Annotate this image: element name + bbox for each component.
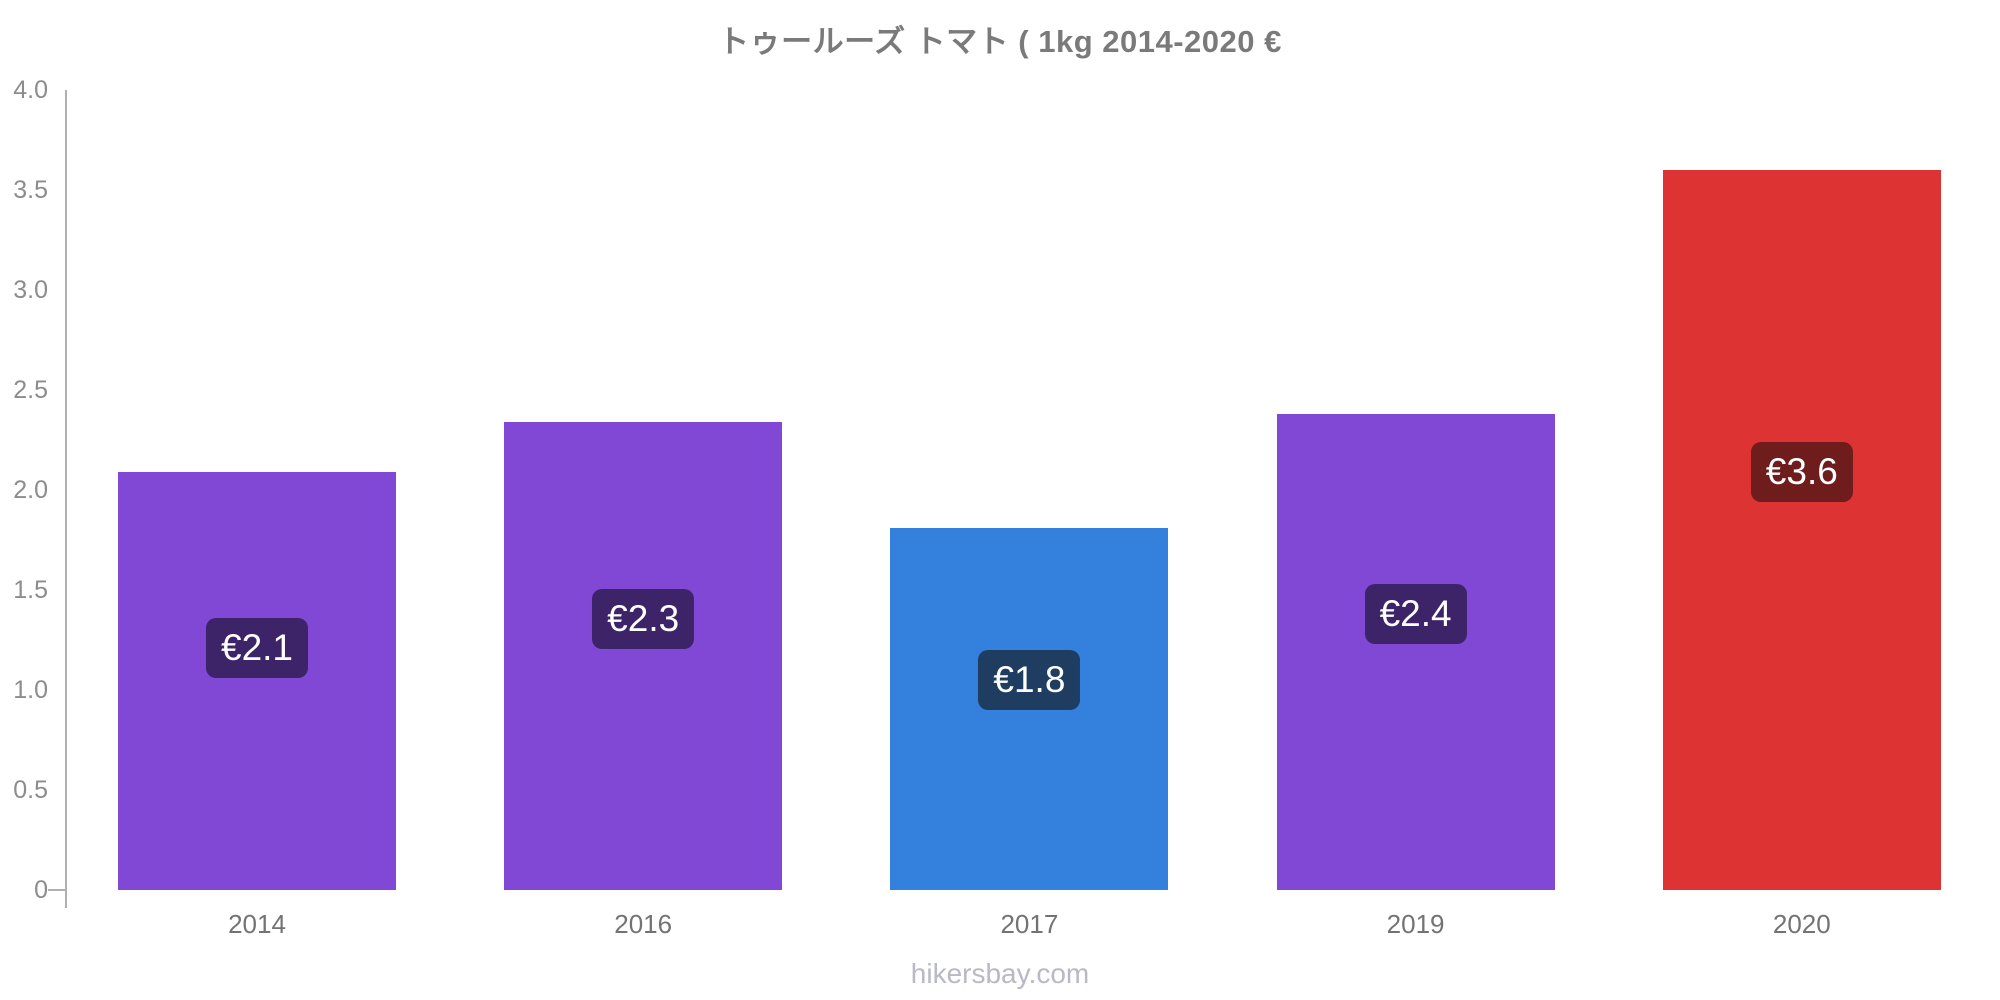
y-tick-label-3.5: 3.5 xyxy=(13,176,48,204)
bar-2016[interactable] xyxy=(504,422,783,890)
y-tick-label-0.5: 0.5 xyxy=(13,776,48,804)
chart-title: トゥールーズ トマト ( 1kg 2014-2020 € xyxy=(718,24,1282,59)
bar-2014[interactable] xyxy=(118,472,396,890)
y-tick-label-3.0: 3.0 xyxy=(13,276,48,304)
bar-2019[interactable] xyxy=(1276,414,1555,890)
y-tick-label-2.0: 2.0 xyxy=(13,476,48,504)
x-tick-label-2016: 2016 xyxy=(614,909,673,939)
x-tick-label-2014: 2014 xyxy=(228,909,286,939)
x-tick-label-2020: 2020 xyxy=(1772,909,1831,939)
bar-value-badge-2020: €3.6 xyxy=(1750,442,1853,503)
y-axis-zero-tick xyxy=(48,889,65,891)
bar-value-badge-2014: €2.1 xyxy=(205,617,309,678)
y-tick-label-1.5: 1.5 xyxy=(13,576,48,604)
y-tick-label-0: 0 xyxy=(34,876,48,904)
y-axis-line xyxy=(65,90,67,908)
x-tick-label-2017: 2017 xyxy=(1000,909,1059,939)
x-tick-label-2019: 2019 xyxy=(1386,909,1445,939)
bar-value-badge-2019: €2.4 xyxy=(1364,583,1467,644)
y-tick-label-4.0: 4.0 xyxy=(13,76,48,104)
bar-value-badge-2017: €1.8 xyxy=(978,650,1081,711)
footer-watermark: hikersbay.com xyxy=(910,958,1090,989)
y-tick-label-2.5: 2.5 xyxy=(13,376,48,404)
bar-value-badge-2016: €2.3 xyxy=(592,588,695,649)
y-tick-label-1.0: 1.0 xyxy=(13,676,48,704)
bar-2020[interactable] xyxy=(1662,170,1941,890)
